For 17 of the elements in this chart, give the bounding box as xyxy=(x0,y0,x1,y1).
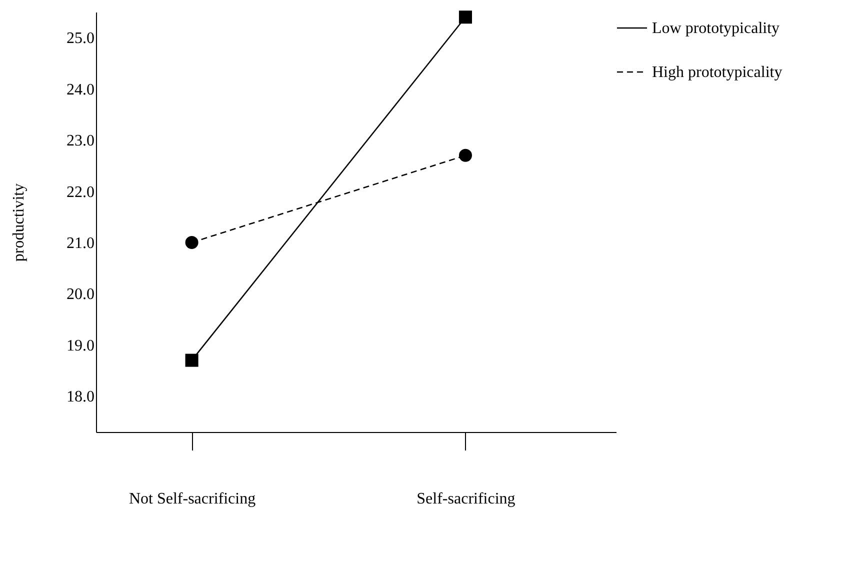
legend-label: High prototypicality xyxy=(652,64,782,81)
x-tick-label: Not Self-sacrificing xyxy=(128,490,256,508)
point xyxy=(185,236,198,249)
y-tick-label: 23.0 xyxy=(66,132,94,150)
y-axis-title: productivity xyxy=(10,183,28,262)
y-tick-label: 24.0 xyxy=(66,81,94,98)
y-tick-label: 19.0 xyxy=(66,337,94,354)
y-tick-label: 18.0 xyxy=(66,388,94,406)
point xyxy=(458,148,472,162)
point xyxy=(185,354,198,367)
x-tick-label: Self-sacrificing xyxy=(416,490,516,508)
legend-label: Low prototypicality xyxy=(652,20,780,37)
point xyxy=(458,10,472,24)
y-tick-label: 25.0 xyxy=(66,30,94,48)
y-tick-label: 22.0 xyxy=(66,184,94,201)
y-tick-label: 20.0 xyxy=(66,286,94,304)
y-tick-label: 21.0 xyxy=(66,234,94,252)
